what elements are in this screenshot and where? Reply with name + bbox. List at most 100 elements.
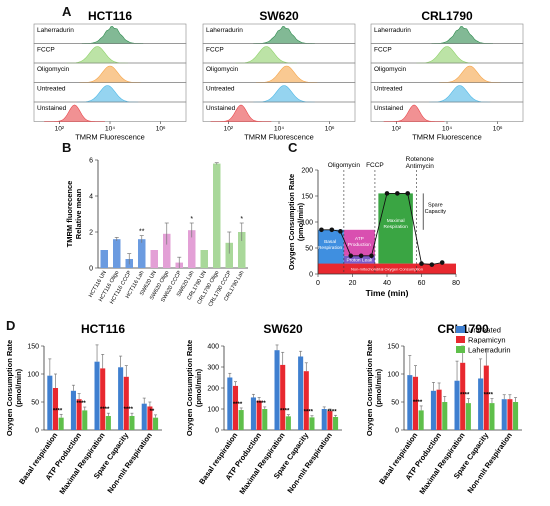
x-tick-label: 0 [316, 280, 320, 287]
x-tick-label: 10⁴ [105, 126, 115, 133]
significance-stars: **** [233, 402, 243, 408]
bar [460, 362, 466, 430]
bar [513, 402, 519, 430]
x-tick-label: 40 [383, 280, 391, 287]
y-tick-label: 100 [301, 220, 313, 227]
y-tick-label: 0 [395, 428, 399, 435]
y-tick-label: 6 [89, 158, 93, 165]
histogram-peak [235, 46, 298, 64]
panel-letter-a: A [62, 4, 72, 19]
bar [163, 233, 171, 268]
bar [454, 380, 460, 430]
bar [188, 230, 196, 268]
x-tick-label: Non-mit Respiration [285, 431, 334, 495]
x-axis-label: TMRM Fluorescence [244, 133, 314, 141]
injection-label: FCCP [366, 162, 384, 169]
histogram-title: SW620 [259, 9, 299, 23]
bar [47, 375, 53, 430]
panel-letter-d: D [6, 318, 16, 333]
x-tick-label: Non-mit Respiration [105, 431, 154, 495]
bar [483, 365, 489, 430]
y-tick-label: 50 [391, 400, 399, 407]
bar [436, 389, 442, 430]
y-axis-label: TMRM fluorecenceRelative mean [65, 181, 83, 248]
histogram-title: HCT116 [88, 9, 132, 23]
injection-label: Rotenone Antimycin [406, 156, 435, 170]
legend-label: Laherradurin [468, 346, 511, 355]
ocr-point [338, 229, 343, 234]
significance-stars: **** [484, 393, 494, 399]
significance-stars: **** [460, 393, 470, 399]
histogram-peak [76, 85, 139, 103]
chart-title: HCT116 [81, 322, 125, 336]
x-tick-label: 10² [224, 126, 234, 133]
y-axis-label: Oxygen Consumption Rate(pmol/min) [185, 340, 203, 436]
bar [70, 390, 76, 430]
bar [123, 376, 129, 430]
y-tick-label: 300 [207, 365, 219, 372]
bar [321, 409, 327, 430]
y-tick-label: 50 [31, 400, 39, 407]
panel-c-ocr-timecourse: 0 50 100 150 200 0 20 40 60 80 Time (min) Oxygen Co… [287, 156, 460, 298]
bar [225, 242, 233, 268]
histogram-peak [81, 26, 144, 44]
y-tick-label: 150 [27, 344, 39, 351]
histogram-peak [253, 85, 315, 103]
x-tick-label: 80 [452, 280, 460, 287]
legend-swatch [456, 346, 465, 353]
region-proton-leak [343, 255, 375, 264]
bar [507, 399, 513, 430]
significance-stars: **** [100, 407, 110, 413]
y-tick-label: 200 [301, 168, 313, 175]
panel-letter-b: B [62, 140, 72, 155]
y-tick-label: 0 [215, 428, 219, 435]
y-tick-label: 0 [35, 428, 39, 435]
significance-stars: **** [256, 401, 266, 407]
histogram-peak [44, 104, 105, 122]
bar [478, 378, 484, 430]
bar [150, 250, 158, 268]
bar [303, 371, 309, 430]
bar [52, 388, 59, 430]
histogram-row-label: Unstained [206, 105, 236, 112]
significance-stars: * [240, 216, 243, 223]
bar [58, 417, 64, 430]
ocr-point [439, 260, 445, 265]
histogram-peak [431, 26, 493, 44]
x-tick-label: Non-mit Respiration [465, 431, 514, 495]
bar [327, 411, 333, 430]
bar [489, 403, 495, 430]
ocr-point [419, 261, 424, 266]
region-label: Basal Respiration [318, 239, 343, 251]
bar [94, 361, 100, 430]
x-tick-label: 10² [55, 126, 65, 133]
bar [274, 350, 280, 430]
y-tick-label: 4 [89, 194, 93, 201]
ocr-point [358, 253, 364, 259]
legend-label: Rapamicyn [468, 336, 506, 345]
bar [442, 402, 448, 430]
bar [129, 416, 135, 430]
histogram-peak [253, 26, 315, 44]
y-axis-label: Oxygen Consumption Rate(pmol/min) [365, 340, 383, 436]
bar [232, 385, 239, 430]
region-non-mito [318, 263, 456, 274]
region-label: Maximal Respiration [383, 218, 408, 230]
x-tick-label: 10⁴ [274, 126, 284, 133]
bar [430, 390, 436, 430]
panel-letter-c: C [288, 140, 298, 155]
bar [200, 250, 208, 268]
bar [298, 356, 304, 430]
significance-stars: **** [76, 401, 86, 407]
bar [238, 232, 246, 268]
ocr-point [329, 227, 335, 233]
region-label: Non-mitochondrial Oxygen Consumption [351, 266, 423, 271]
y-tick-label: 100 [207, 407, 219, 414]
bar [76, 399, 82, 430]
bar [141, 403, 147, 430]
ocr-point [395, 191, 400, 196]
histogram-peak [255, 65, 318, 83]
significance-stars: ** [150, 409, 155, 415]
histogram-row-label: Unstained [37, 105, 67, 112]
histogram-row-label: Untreated [374, 86, 403, 93]
